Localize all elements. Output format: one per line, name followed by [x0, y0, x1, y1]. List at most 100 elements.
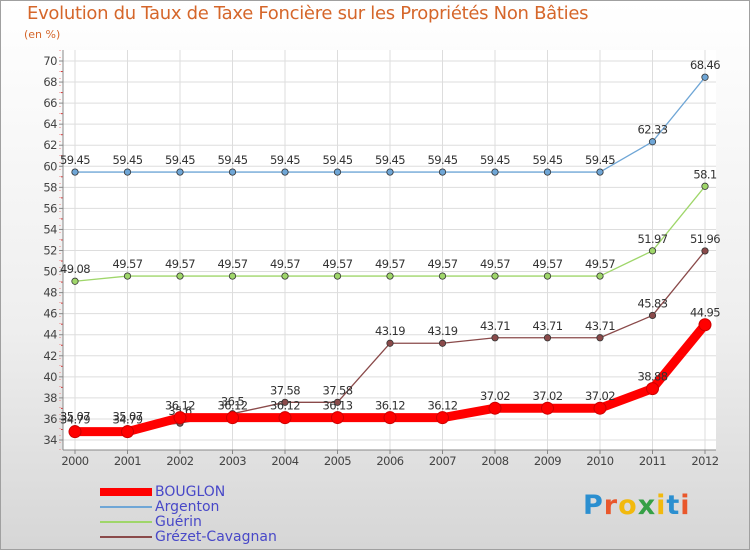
data-label-gu-rin: 49.57	[113, 257, 143, 271]
logo-letter: i	[656, 490, 667, 521]
unit-label: (en %)	[24, 28, 61, 41]
data-point-gu-rin	[386, 272, 394, 280]
x-tick-label: 2003	[219, 454, 246, 468]
data-label-bouglon: 36.13	[323, 399, 353, 413]
data-point-gu-rin	[701, 182, 709, 190]
x-tick-label: 2007	[429, 454, 456, 468]
data-point-bouglon	[488, 401, 502, 415]
data-label-argenton: 59.45	[585, 153, 615, 167]
legend-swatch	[100, 521, 152, 523]
x-tick-label: 2006	[376, 454, 403, 468]
data-label-argenton: 59.45	[60, 153, 90, 167]
data-point-argenton	[333, 168, 342, 176]
data-point-argenton	[228, 168, 237, 176]
data-label-bouglon: 37.02	[533, 389, 563, 403]
data-label-gu-rin: 49.57	[533, 257, 563, 271]
data-label-gu-rin: 49.57	[428, 257, 458, 271]
y-tick-label: 70	[43, 54, 57, 68]
data-point-gu-rin	[333, 272, 342, 280]
data-point-bouglon	[436, 411, 449, 425]
data-label-bouglon: 37.02	[585, 389, 615, 403]
x-tick-label: 2012	[691, 454, 718, 468]
data-label-gu-rin: 51.97	[638, 232, 668, 246]
data-label-gu-rin: 49.57	[270, 257, 300, 271]
data-point-bouglon	[68, 425, 82, 439]
y-tick-label: 52	[43, 244, 57, 258]
chart-title: Evolution du Taux de Taxe Foncière sur l…	[27, 3, 589, 24]
logo-letter: i	[680, 490, 691, 521]
data-label-argenton: 59.45	[113, 153, 143, 167]
data-label-gu-rin: 49.57	[480, 257, 510, 271]
logo-letter: r	[603, 490, 619, 521]
x-tick-label: 2005	[324, 454, 351, 468]
y-tick-label: 66	[43, 96, 57, 110]
data-point-bouglon	[173, 411, 187, 425]
data-point-argenton	[491, 168, 499, 176]
data-label-argenton: 62.33	[638, 123, 668, 137]
data-label-gu-rin: 49.57	[585, 257, 615, 271]
data-point-gr-zet-cavagnan	[701, 247, 709, 255]
data-point-bouglon	[646, 382, 659, 396]
data-label-gr-zet-cavagnan: 43.19	[375, 324, 405, 338]
data-label-bouglon: 36.12	[270, 399, 300, 413]
y-tick-label: 38	[43, 391, 57, 405]
data-point-bouglon	[331, 411, 344, 425]
data-point-bouglon	[383, 411, 397, 425]
x-tick-label: 2002	[166, 454, 193, 468]
data-point-gu-rin	[176, 272, 184, 280]
data-point-gu-rin	[71, 277, 79, 285]
legend-label: Guérin	[155, 514, 202, 530]
data-point-bouglon	[541, 401, 554, 415]
y-tick-label: 44	[43, 328, 57, 342]
data-label-argenton: 59.45	[533, 153, 563, 167]
data-label-argenton: 59.45	[218, 153, 248, 167]
data-label-bouglon: 36.12	[428, 399, 458, 413]
data-label-gr-zet-cavagnan: 37.58	[270, 383, 300, 397]
data-label-argenton: 59.45	[270, 153, 300, 167]
x-tick-label: 2009	[534, 454, 561, 468]
x-tick-label: 2008	[481, 454, 508, 468]
data-label-gu-rin: 49.57	[218, 257, 248, 271]
data-label-gr-zet-cavagnan: 36.5	[221, 395, 244, 409]
data-point-argenton	[386, 168, 394, 176]
legend-swatch	[100, 506, 152, 508]
data-label-bouglon: 37.02	[480, 389, 510, 403]
data-point-gu-rin	[596, 272, 604, 280]
data-label-gr-zet-cavagnan: 45.83	[638, 296, 668, 310]
y-tick-label: 60	[43, 159, 57, 173]
data-label-bouglon: 36.12	[218, 399, 248, 413]
data-label-gu-rin: 58.1	[693, 167, 716, 181]
legend-label: Grézet-Cavagnan	[155, 529, 277, 545]
data-label-gr-zet-cavagnan: 51.96	[690, 232, 720, 246]
y-tick-label: 42	[43, 349, 57, 363]
data-label-gr-zet-cavagnan: 37.58	[323, 383, 353, 397]
proxiti-logo: Proxiti	[583, 490, 691, 521]
y-tick-label: 54	[43, 222, 57, 236]
data-label-bouglon: 38.88	[638, 370, 668, 384]
data-point-gr-zet-cavagnan	[648, 311, 657, 320]
y-tick-label: 62	[43, 138, 57, 152]
y-tick-label: 40	[43, 370, 57, 384]
data-point-bouglon	[698, 318, 712, 332]
x-tick-label: 2010	[586, 454, 613, 468]
data-point-gr-zet-cavagnan	[438, 339, 447, 347]
data-label-bouglon: 36.12	[165, 399, 195, 413]
data-point-argenton	[176, 168, 184, 176]
legend-swatch	[100, 488, 152, 496]
data-label-gr-zet-cavagnan: 43.71	[480, 319, 510, 333]
data-label-gr-zet-cavagnan: 35.07	[60, 410, 90, 424]
data-label-argenton: 68.46	[690, 58, 720, 72]
data-label-gr-zet-cavagnan: 43.19	[428, 324, 458, 338]
data-label-gu-rin: 49.57	[323, 257, 353, 271]
data-point-argenton	[701, 73, 709, 81]
logo-letter: o	[618, 490, 638, 521]
data-label-bouglon: 34.79	[60, 413, 90, 427]
x-tick-label: 2001	[114, 454, 141, 468]
data-point-argenton	[648, 138, 657, 146]
x-tick-label: 2000	[61, 454, 88, 468]
legend-label: BOUGLON	[155, 484, 226, 500]
logo-letter: x	[637, 490, 657, 521]
data-point-gr-zet-cavagnan	[491, 334, 499, 342]
data-label-argenton: 59.45	[323, 153, 353, 167]
